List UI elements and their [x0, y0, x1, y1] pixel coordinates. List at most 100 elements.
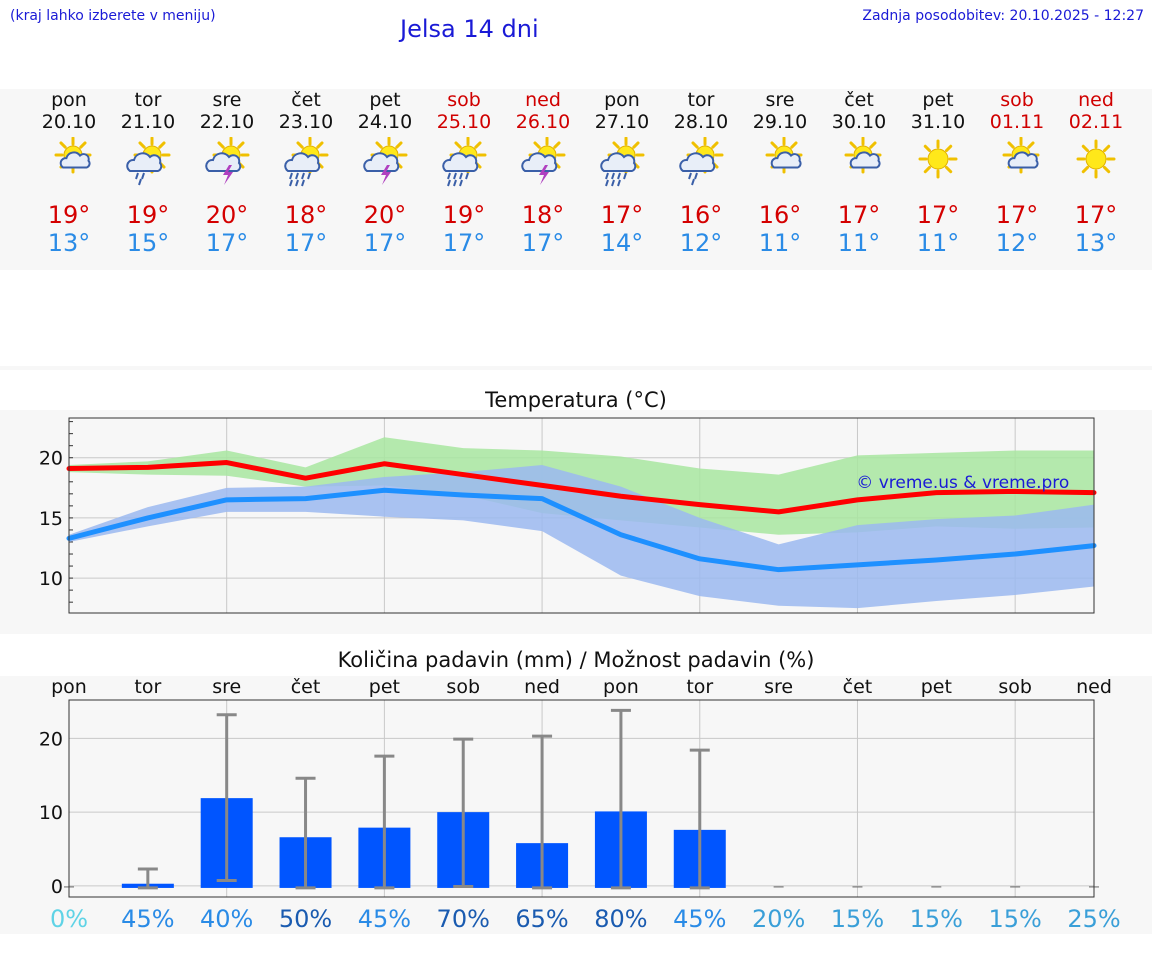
- sun-cloud-thunder-icon: [521, 137, 566, 185]
- precipitation-day-label: tor: [686, 676, 714, 698]
- sun-cloud-icon: [1002, 137, 1040, 174]
- day-name: sob: [447, 89, 481, 111]
- day-date: 30.10: [831, 111, 887, 133]
- page-title: Jelsa 14 dni: [400, 15, 539, 43]
- precipitation-day-label: sob: [446, 676, 481, 698]
- precipitation-day-label: pon: [603, 676, 639, 698]
- max-temperature: 19°: [126, 201, 170, 229]
- forecast-day: čet 30.10 17° 11°: [820, 89, 898, 257]
- precipitation-day-label: pon: [51, 676, 87, 698]
- day-date: 31.10: [910, 111, 966, 133]
- day-date: 28.10: [673, 111, 729, 133]
- day-date: 25.10: [436, 111, 492, 133]
- precipitation-day-label: sob: [998, 676, 1032, 698]
- precipitation-chart-background: [0, 676, 1152, 934]
- forecast-strip-background: [0, 89, 1152, 270]
- max-temperature: 19°: [442, 201, 486, 229]
- min-temperature: 11°: [916, 229, 960, 257]
- sun-cloud-icon: [54, 137, 92, 174]
- max-temperature: 17°: [995, 201, 1039, 229]
- forecast-day: sob 25.10 19° 17°: [425, 89, 503, 257]
- min-temperature: 13°: [47, 229, 91, 257]
- day-date: 23.10: [278, 111, 334, 133]
- precipitation-probability: 80%: [594, 905, 648, 933]
- day-date: 26.10: [515, 111, 571, 133]
- max-temperature: 18°: [521, 201, 565, 229]
- precipitation-day-label: pet: [368, 676, 400, 698]
- day-name: ned: [1078, 89, 1114, 111]
- day-name: tor: [134, 89, 162, 111]
- max-temperature: 16°: [679, 201, 723, 229]
- forecast-day: tor 21.10 19° 15°: [109, 89, 187, 257]
- min-temperature: 14°: [600, 229, 644, 257]
- min-temperature: 11°: [758, 229, 802, 257]
- precipitation-probability: 50%: [278, 905, 333, 933]
- forecast-day: ned 02.11 17° 13°: [1057, 89, 1135, 257]
- day-date: 01.11: [989, 111, 1045, 133]
- temperature-chart-background: [0, 410, 1152, 634]
- max-temperature: 17°: [1074, 201, 1118, 229]
- divider: [0, 366, 1152, 370]
- day-name: pet: [922, 89, 954, 111]
- precipitation-probability: 45%: [121, 905, 175, 933]
- min-temperature: 15°: [126, 229, 170, 257]
- sun-icon: [1076, 139, 1116, 179]
- precipitation-probability: 40%: [200, 905, 254, 933]
- precipitation-probability: 20%: [751, 905, 806, 933]
- precipitation-day-label: sre: [764, 676, 794, 698]
- sun-cloud-icon: [765, 137, 803, 174]
- min-temperature: 17°: [205, 229, 249, 257]
- precipitation-day-label: čet: [290, 676, 321, 698]
- precipitation-day-label: sre: [212, 676, 242, 698]
- sun-cloud-rain-icon: [126, 137, 171, 186]
- precipitation-probability: 45%: [357, 905, 412, 933]
- forecast-day: čet 23.10 18° 17°: [267, 89, 345, 257]
- precipitation-day-label: čet: [842, 676, 873, 698]
- precipitation-day-label: pet: [920, 676, 952, 698]
- min-temperature: 12°: [679, 229, 723, 257]
- precipitation-probability: 65%: [515, 905, 569, 933]
- day-name: sre: [212, 89, 242, 111]
- precipitation-chart-title: Količina padavin (mm) / Možnost padavin …: [337, 648, 815, 672]
- forecast-day: sre 29.10 16° 11°: [741, 89, 819, 257]
- day-name: pon: [51, 89, 87, 111]
- last-update-text: Zadnja posodobitev: 20.10.2025 - 12:27: [862, 8, 1144, 24]
- precipitation-probability: 15%: [988, 905, 1042, 933]
- forecast-day: pon 20.10 19° 13°: [30, 89, 108, 257]
- sun-cloud-heavy-rain-icon: [600, 137, 645, 187]
- day-name: pet: [369, 89, 401, 111]
- min-temperature: 13°: [1074, 229, 1118, 257]
- day-date: 20.10: [41, 111, 97, 133]
- day-name: čet: [291, 89, 321, 111]
- precipitation-day-label: ned: [524, 676, 560, 698]
- day-date: 24.10: [357, 111, 413, 133]
- location-menu-hint: (kraj lahko izberete v meniju): [10, 8, 216, 24]
- sun-cloud-thunder-icon: [363, 137, 408, 185]
- sun-cloud-heavy-rain-icon: [442, 137, 487, 187]
- precipitation-probability: 25%: [1067, 905, 1121, 933]
- max-temperature: 16°: [758, 201, 802, 229]
- day-name: tor: [687, 89, 715, 111]
- min-temperature: 17°: [442, 229, 486, 257]
- forecast-day: ned 26.10 18° 17°: [504, 89, 582, 257]
- max-temperature: 17°: [600, 201, 644, 229]
- forecast-day: sob 01.11 17° 12°: [978, 89, 1056, 257]
- precipitation-day-label: ned: [1076, 676, 1112, 698]
- day-name: sob: [1000, 89, 1034, 111]
- day-name: pon: [604, 89, 640, 111]
- day-date: 21.10: [120, 111, 176, 133]
- day-date: 27.10: [594, 111, 650, 133]
- precipitation-probability: 70%: [436, 905, 490, 933]
- precipitation-probability: 15%: [830, 905, 885, 933]
- sun-cloud-heavy-rain-icon: [284, 137, 329, 187]
- forecast-day: sre 22.10 20° 17°: [188, 89, 266, 257]
- max-temperature: 17°: [916, 201, 960, 229]
- precipitation-probability: 45%: [673, 905, 727, 933]
- max-temperature: 19°: [47, 201, 91, 229]
- temperature-chart-title: Temperatura (°C): [485, 388, 667, 412]
- sun-cloud-thunder-icon: [205, 137, 250, 185]
- max-temperature: 17°: [837, 201, 881, 229]
- day-date: 22.10: [199, 111, 255, 133]
- max-temperature: 20°: [363, 201, 407, 229]
- day-name: čet: [844, 89, 874, 111]
